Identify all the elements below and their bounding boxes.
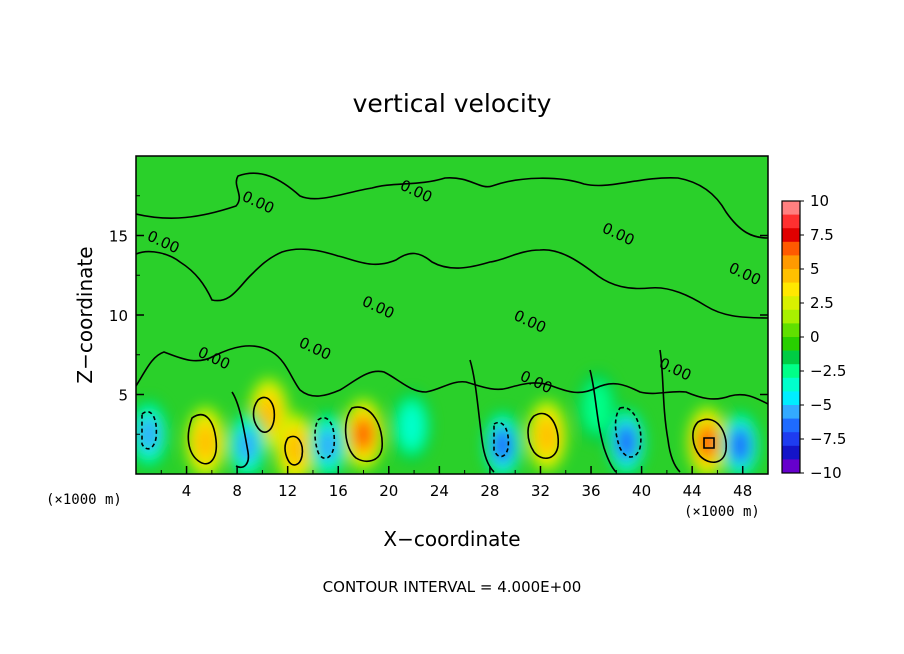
contour-lines [136,172,768,473]
colorbar: 10 7.5 5 2.5 0 −2.5 −5 −7.5 −10 [781,192,846,482]
colorbar-swatch-2 [782,228,800,243]
colorbar-label-5: −2.5 [810,362,846,380]
contour-ridge-3 [589,369,617,473]
colorbar-label-6: −5 [810,396,832,414]
contour-neg-3 [614,406,642,458]
colorbar-swatch-10 [782,337,800,352]
y-tick-label-10: 10 [109,307,128,325]
contour-upper-0 [136,172,768,239]
colorbar-label-2: 5 [810,260,820,278]
colorbar-label-8: −10 [810,464,842,482]
x-tick-label-24: 24 [430,482,449,500]
x-tick-label-40: 40 [632,482,651,500]
colorbar-swatch-17 [782,432,800,447]
y-axis: 5 10 15 [109,195,768,435]
x-tick-label-12: 12 [278,482,297,500]
colorbar-swatch-8 [782,309,800,324]
contour-interval-footer: CONTOUR INTERVAL = 4.000E+00 [323,578,582,596]
contour-neg-4 [493,421,510,458]
y-axis-label: Z−coordinate [73,246,97,383]
contour-cell-1 [187,413,218,465]
colorbar-label-7: −7.5 [810,430,846,448]
field-cell-9-level-3 [399,405,424,448]
x-tick-label-8: 8 [232,482,242,500]
colorbar-swatch-15 [782,405,800,420]
colorbar-swatch-14 [782,391,800,406]
field-cell-4-level-4 [536,417,558,454]
contour-cell-3 [284,435,304,466]
x-tick-label-28: 28 [480,482,499,500]
colorbar-swatch-5 [782,269,800,284]
x-unit-note-right: (×1000 m) [684,504,760,520]
contour-cell-5 [527,412,559,459]
colorbar-swatch-3 [782,241,800,256]
field-cell-2-level-4 [284,430,306,467]
field-cell-13-level-2 [582,381,613,434]
x-tick-label-44: 44 [683,482,702,500]
contour-ridge-2 [469,359,495,473]
field-cell-12-level-5 [730,429,750,462]
x-tick-label-36: 36 [581,482,600,500]
contour-cell-7 [703,437,715,449]
x-tick-label-48: 48 [733,482,752,500]
contour-cell-4 [344,406,383,462]
contour-low-0 [136,345,768,405]
colorbar-label-0: 10 [810,192,829,210]
contour-cell-6 [692,418,727,463]
y-tick-label-5: 5 [118,387,128,405]
x-tick-label-16: 16 [329,482,348,500]
contour-ridge-1 [231,391,250,468]
contour-neg-2 [314,417,336,459]
colorbar-swatch-7 [782,296,800,311]
field-cell-5-level-5 [697,426,717,459]
field-cell-10-level-5 [493,429,512,462]
x-tick-label-20: 20 [379,482,398,500]
field-cell-11-level-5 [617,426,636,459]
plot-area: 0.000.000.000.000.000.00 0.000.000.000.00… [136,156,768,474]
colorbar-swatch-6 [782,282,800,297]
colorbar-swatch-4 [782,255,800,270]
field-cell-0-level-4 [195,424,216,461]
x-unit-note-left: (×1000 m) [46,492,122,508]
colorbar-swatch-18 [782,445,800,460]
colorbar-swatch-0 [782,201,800,216]
x-axis: 4 8 12 16 20 24 28 32 36 40 44 48 [160,466,752,500]
x-tick-label-4: 4 [182,482,192,500]
y-tick-label-15: 15 [109,228,128,246]
contour-neg-1 [141,411,158,450]
contour-ridge-4 [659,349,681,473]
x-axis-label: X−coordinate [383,527,520,551]
contour-mid-0 [136,248,768,319]
colorbar-swatch-13 [782,377,800,392]
field-cell-6-level-4 [138,416,160,453]
colorbar-swatch-12 [782,364,800,379]
colorbar-swatch-11 [782,350,800,365]
x-tick-label-32: 32 [531,482,550,500]
colorbar-swatch-16 [782,418,800,433]
chart-title: vertical velocity [353,89,552,118]
field-cell-8-level-4 [317,427,339,464]
colorbar-swatch-9 [782,323,800,338]
colorbar-swatch-19 [782,459,800,474]
colorbar-swatch-1 [782,214,800,229]
colorbar-label-3: 2.5 [810,294,834,312]
colorbar-label-1: 7.5 [810,226,834,244]
colorbar-label-4: 0 [810,328,820,346]
contour-cell-2 [252,396,276,433]
field-cell-3-level-5 [354,418,373,451]
